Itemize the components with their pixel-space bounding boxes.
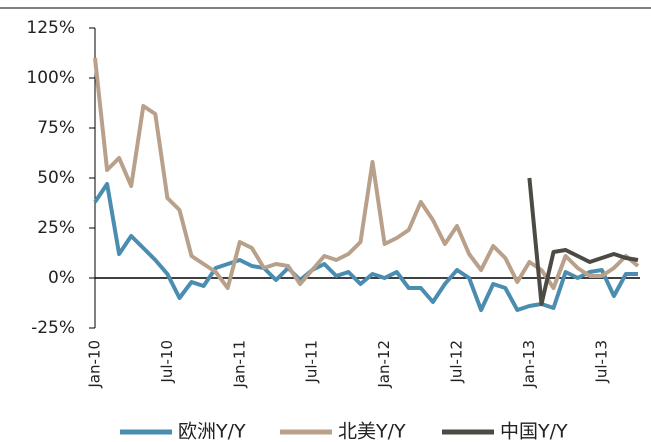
x-tick-label: Jul-10 <box>158 340 176 384</box>
legend-label: 欧洲Y/Y <box>178 421 246 442</box>
series-line <box>93 182 638 312</box>
x-tick-label: Jul-13 <box>592 340 610 384</box>
x-tick-label: Jan-13 <box>520 340 538 389</box>
x-tick-label: Jan-10 <box>86 340 104 389</box>
y-tick-label: 100% <box>26 68 75 88</box>
x-tick-label: Jul-11 <box>303 340 321 384</box>
y-tick-label: 0% <box>48 268 75 288</box>
series-line <box>527 177 639 306</box>
y-tick-label: 25% <box>37 218 75 238</box>
legend-label: 中国Y/Y <box>500 421 568 442</box>
x-tick-label: Jul-12 <box>448 340 466 384</box>
legend-label: 北美Y/Y <box>338 421 406 442</box>
y-tick-label: 75% <box>37 118 75 138</box>
x-tick-label: Jan-12 <box>375 340 393 389</box>
x-tick-label: Jan-11 <box>230 340 248 389</box>
y-tick-label: 125% <box>26 18 75 38</box>
y-tick-label: -25% <box>31 318 75 338</box>
y-tick-label: 50% <box>37 168 75 188</box>
